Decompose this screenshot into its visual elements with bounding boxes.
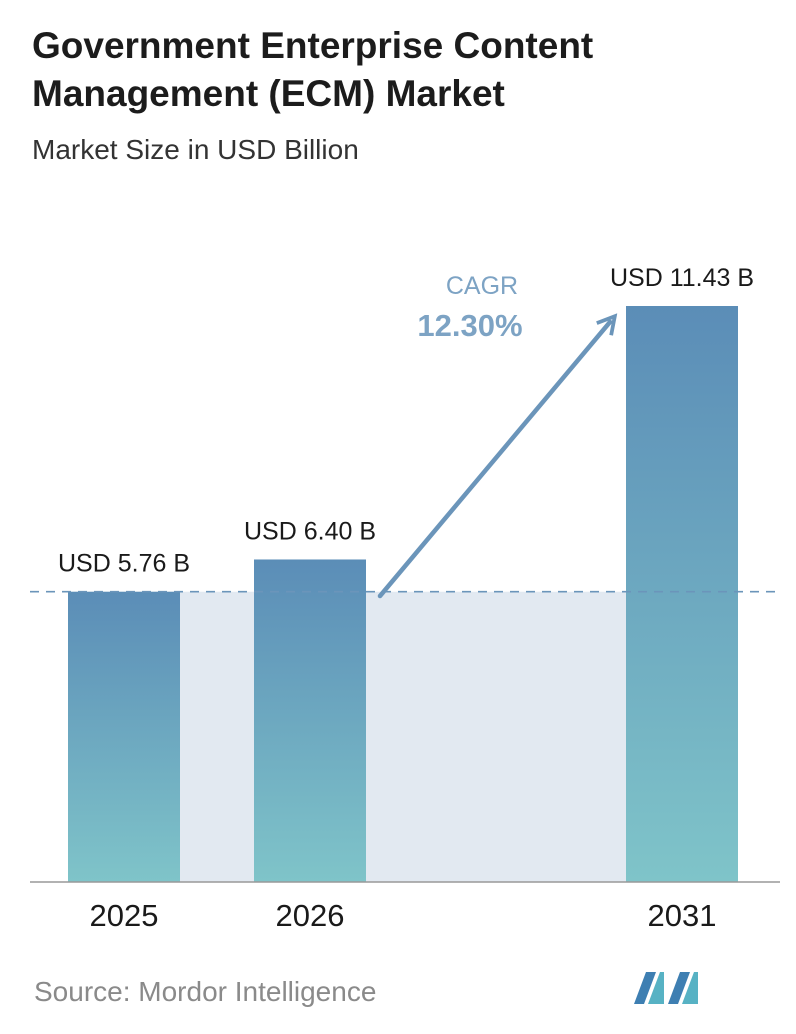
cagr-label: CAGR <box>446 272 518 300</box>
source-label: Source: Mordor Intelligence <box>34 976 377 1007</box>
value-label-2031: USD 11.43 B <box>610 264 754 292</box>
bar-2031 <box>626 306 738 882</box>
x-tick-2031: 2031 <box>648 898 717 933</box>
chart-title: Government Enterprise Content Management… <box>32 25 594 114</box>
value-label-2026: USD 6.40 B <box>244 517 376 545</box>
mordor-logo-icon <box>634 972 698 1004</box>
cagr-value: 12.30% <box>417 308 522 343</box>
chart-subtitle: Market Size in USD Billion <box>32 134 359 165</box>
cagr-arrow <box>377 322 610 599</box>
x-tick-2025: 2025 <box>90 898 159 933</box>
bar-2026 <box>254 559 366 882</box>
bar-2025 <box>68 591 180 882</box>
value-label-2025: USD 5.76 B <box>58 550 190 578</box>
x-tick-2026: 2026 <box>276 898 345 933</box>
